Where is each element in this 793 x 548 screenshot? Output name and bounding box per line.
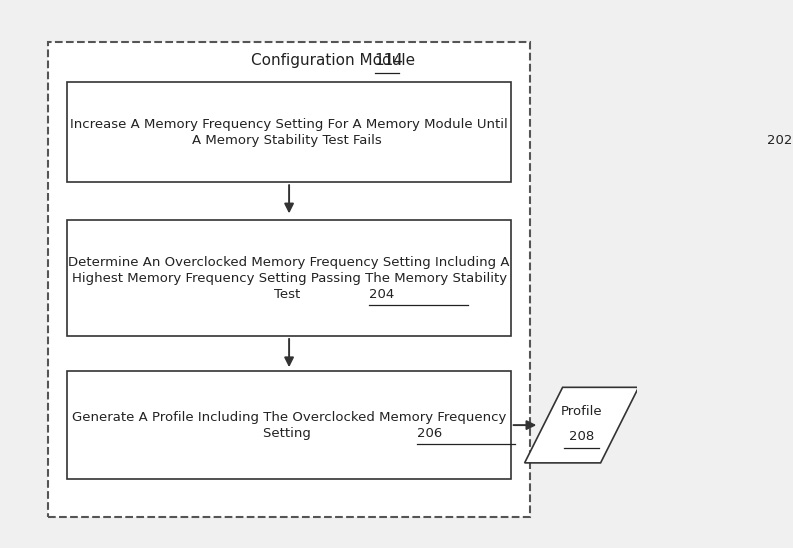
Text: Configuration Module: Configuration Module [251, 53, 420, 68]
Text: Generate A Profile Including The Overclocked Memory Frequency: Generate A Profile Including The Overclo… [72, 410, 506, 424]
Polygon shape [48, 42, 530, 517]
Text: Setting: Setting [263, 427, 315, 439]
Text: 206: 206 [416, 427, 442, 439]
Text: 204: 204 [369, 288, 394, 301]
Polygon shape [67, 82, 511, 182]
Text: Highest Memory Frequency Setting Passing The Memory Stability: Highest Memory Frequency Setting Passing… [71, 272, 507, 285]
Text: Profile: Profile [561, 405, 603, 418]
Text: A Memory Stability Test Fails: A Memory Stability Test Fails [192, 134, 386, 147]
Text: Increase A Memory Frequency Setting For A Memory Module Until: Increase A Memory Frequency Setting For … [71, 118, 508, 131]
Text: 208: 208 [569, 431, 594, 443]
Polygon shape [525, 387, 638, 463]
Text: Determine An Overclocked Memory Frequency Setting Including A: Determine An Overclocked Memory Frequenc… [68, 255, 510, 269]
Text: Test: Test [274, 288, 305, 301]
Polygon shape [67, 371, 511, 479]
Text: 202: 202 [768, 134, 793, 147]
Polygon shape [67, 220, 511, 336]
Text: 114: 114 [374, 53, 404, 68]
